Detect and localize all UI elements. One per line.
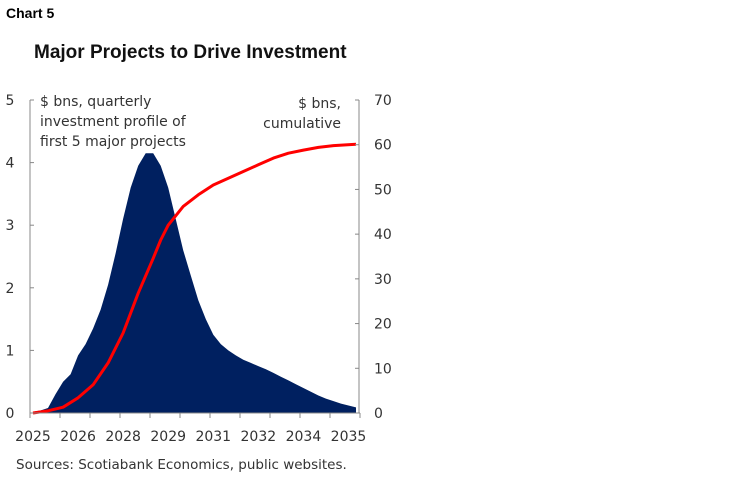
right-axis-label: cumulative	[263, 116, 341, 132]
x-tick-label: 2035	[331, 429, 367, 445]
left-axis-label: investment profile of	[40, 114, 187, 130]
right-tick-label: 0	[374, 406, 383, 422]
chart-number: Chart 5	[6, 5, 55, 21]
left-tick-label: 3	[6, 218, 15, 234]
x-tick-label: 2031	[195, 429, 231, 445]
right-tick-label: 20	[374, 317, 392, 333]
left-axis-label: $ bns, quarterly	[40, 94, 151, 110]
quarterly-investment-area	[33, 153, 356, 413]
x-tick-label: 2026	[60, 429, 96, 445]
left-tick-label: 5	[6, 93, 15, 109]
x-tick-label: 2025	[15, 429, 51, 445]
right-tick-label: 10	[374, 361, 392, 377]
right-tick-label: 40	[374, 227, 392, 243]
right-tick-label: 60	[374, 138, 392, 154]
left-tick-label: 2	[6, 281, 15, 297]
left-tick-label: 1	[6, 343, 15, 359]
right-tick-label: 30	[374, 272, 392, 288]
left-axis-label: first 5 major projects	[40, 134, 186, 150]
chart-title: Major Projects to Drive Investment	[34, 42, 347, 63]
left-tick-label: 0	[6, 406, 15, 422]
right-tick-label: 50	[374, 182, 392, 198]
x-tick-label: 2029	[150, 429, 186, 445]
x-tick-label: 2028	[105, 429, 141, 445]
left-tick-label: 4	[6, 156, 15, 172]
source-note: Sources: Scotiabank Economics, public we…	[16, 457, 347, 473]
cumulative-investment-line	[32, 142, 357, 415]
x-tick-label: 2032	[241, 429, 277, 445]
x-tick-label: 2034	[286, 429, 322, 445]
right-axis-label: $ bns,	[298, 96, 341, 112]
right-tick-label: 70	[374, 93, 392, 109]
